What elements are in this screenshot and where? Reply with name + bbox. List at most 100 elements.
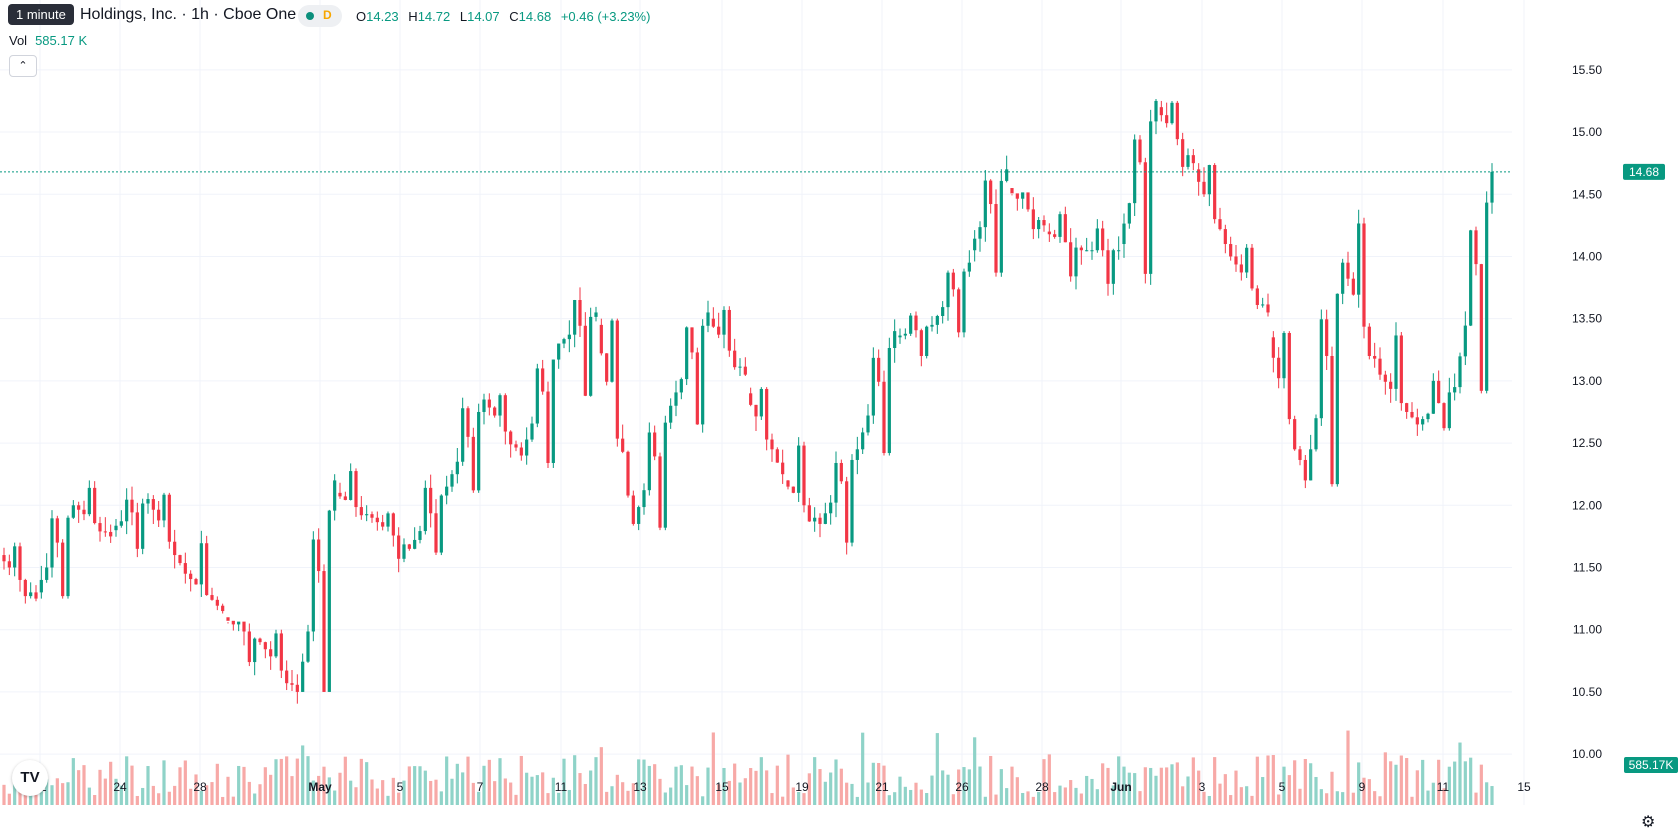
volume-bar xyxy=(653,764,657,805)
candle-body xyxy=(45,567,49,580)
candle-body xyxy=(1037,220,1041,230)
candle-body xyxy=(941,307,945,317)
volume-bar xyxy=(466,756,470,805)
volume-bar xyxy=(178,767,182,805)
volume-bar xyxy=(306,756,310,805)
candle-body xyxy=(1458,356,1462,388)
candle-body xyxy=(610,320,614,382)
volume-bar xyxy=(1127,772,1131,805)
candle-body xyxy=(263,642,267,650)
candle-body xyxy=(7,561,11,568)
candle-body xyxy=(631,495,635,524)
volume-bar xyxy=(151,785,155,805)
candle-body xyxy=(791,486,795,493)
collapse-legend-button[interactable]: ⌃ xyxy=(9,55,37,77)
candle-body xyxy=(450,474,454,487)
volume-bar xyxy=(87,787,91,805)
gear-icon[interactable]: ⚙ xyxy=(1641,814,1656,831)
volume-bar xyxy=(754,770,758,805)
volume-bar xyxy=(882,765,886,805)
volume-bar xyxy=(429,780,433,805)
volume-bar xyxy=(1175,762,1179,805)
volume-bar xyxy=(1335,791,1339,805)
volume-bar xyxy=(941,770,945,805)
volume-bar xyxy=(573,755,577,805)
volume-bar xyxy=(727,780,731,805)
candle-body xyxy=(178,555,182,564)
volume-bar xyxy=(375,788,379,805)
volume-legend[interactable]: Vol 585.17 K xyxy=(9,33,87,48)
candle-body xyxy=(317,539,321,572)
symbol-title[interactable]: Holdings, Inc. · 1h · Cboe One xyxy=(80,6,297,23)
candle-body xyxy=(205,543,209,596)
candle-body xyxy=(1191,155,1195,164)
candle-body xyxy=(87,487,91,515)
candle-body xyxy=(258,638,262,643)
candle-body xyxy=(1234,256,1238,265)
volume-bar xyxy=(7,793,11,805)
volume-bar xyxy=(498,758,502,805)
candle-body xyxy=(1079,247,1083,251)
volume-bar xyxy=(1426,790,1430,805)
candle-body xyxy=(1053,234,1057,237)
candle-body xyxy=(311,539,315,632)
x-tick-label: 7 xyxy=(477,780,484,794)
candle-body xyxy=(418,531,422,540)
volume-bar xyxy=(130,765,134,805)
candle-body xyxy=(1218,219,1222,230)
candle-body xyxy=(274,633,278,657)
volume-bar xyxy=(1101,763,1105,805)
y-tick-label: 13.00 xyxy=(1572,374,1602,388)
candle-body xyxy=(578,300,582,326)
candle-body xyxy=(1399,335,1403,404)
candle-body xyxy=(429,487,433,514)
change-value: +0.46 (+3.23%) xyxy=(560,9,651,24)
candle-body xyxy=(658,456,662,528)
volume-bar xyxy=(887,795,891,805)
candle-body xyxy=(349,471,353,500)
candle-body xyxy=(1069,242,1073,277)
market-status-pill[interactable] xyxy=(298,5,342,27)
volume-bar xyxy=(583,783,587,805)
volume-bar xyxy=(1186,776,1190,805)
candle-body xyxy=(173,541,177,556)
candle-body xyxy=(151,499,155,510)
candle-body xyxy=(1479,264,1483,391)
volume-bar xyxy=(1021,792,1025,805)
volume-bar xyxy=(647,765,651,805)
volume-bar xyxy=(658,778,662,805)
volume-bar xyxy=(786,754,790,805)
candle-body xyxy=(514,444,518,448)
x-tick-label: 19 xyxy=(795,780,809,794)
tradingview-logo-icon[interactable]: TV xyxy=(12,760,48,796)
volume-bar xyxy=(1191,757,1195,805)
candle-body xyxy=(333,480,337,511)
candle-body xyxy=(215,599,219,606)
high-label: H xyxy=(408,9,418,24)
delayed-data-badge[interactable]: D xyxy=(323,8,332,22)
candle-body xyxy=(82,509,86,515)
volume-bar xyxy=(109,761,113,805)
candle-body xyxy=(1463,325,1467,357)
candle-body xyxy=(18,546,22,580)
volume-bar xyxy=(935,733,939,805)
volume-bar xyxy=(189,788,193,805)
volume-bar xyxy=(669,787,673,805)
volume-bar xyxy=(525,772,529,805)
candle-body xyxy=(1085,250,1089,252)
y-tick-label: 10.50 xyxy=(1572,685,1602,699)
candle-body xyxy=(1047,231,1051,235)
low-label: L xyxy=(459,9,468,24)
candle-body xyxy=(893,331,897,348)
volume-bar xyxy=(82,765,86,805)
candle-body xyxy=(61,542,65,597)
volume-bar xyxy=(1277,794,1281,805)
volume-bar xyxy=(1090,778,1094,805)
y-tick-label: 12.50 xyxy=(1572,436,1602,450)
candle-body xyxy=(23,579,27,597)
candle-body xyxy=(253,638,257,663)
volume-bar xyxy=(1229,795,1233,805)
candle-body xyxy=(98,523,102,532)
candle-body xyxy=(887,347,891,454)
